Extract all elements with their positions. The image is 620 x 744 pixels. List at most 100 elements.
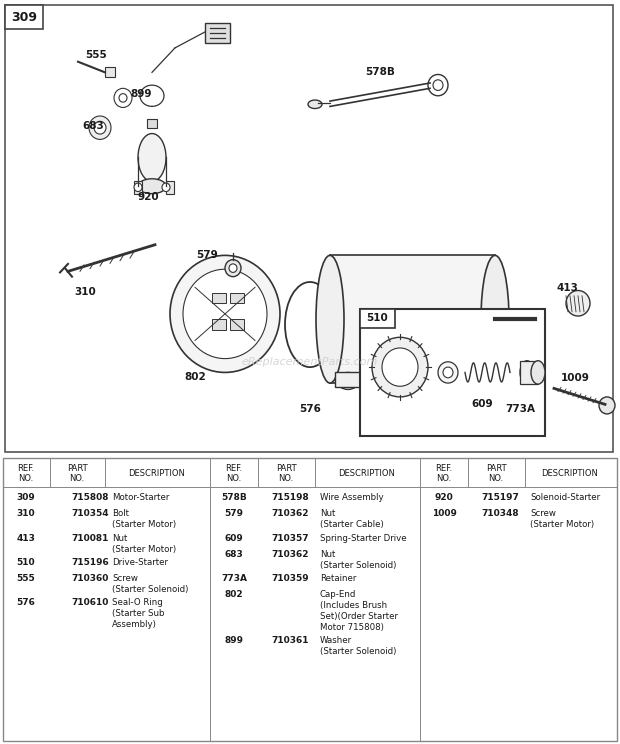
Text: 510: 510 [17, 557, 35, 567]
Ellipse shape [531, 361, 545, 384]
Text: 710348: 710348 [481, 510, 519, 519]
Text: 1009: 1009 [560, 373, 590, 383]
Circle shape [438, 362, 458, 383]
Text: 710359: 710359 [271, 574, 309, 583]
Text: Motor 715808): Motor 715808) [320, 623, 384, 632]
Text: 710360: 710360 [71, 574, 108, 583]
Text: Motor-Starter: Motor-Starter [112, 493, 169, 502]
Text: 802: 802 [224, 590, 243, 599]
Circle shape [599, 397, 615, 414]
Text: 715198: 715198 [271, 493, 309, 502]
Circle shape [170, 255, 280, 373]
Text: DESCRIPTION: DESCRIPTION [339, 469, 396, 478]
Text: REF.
NO.: REF. NO. [17, 464, 35, 483]
Bar [212, 319, 226, 330]
Text: 609: 609 [471, 399, 493, 409]
Text: REF.
NO.: REF. NO. [226, 464, 242, 483]
Text: PART
NO.: PART NO. [485, 464, 507, 483]
Text: Seal-O Ring: Seal-O Ring [112, 597, 162, 606]
Text: (Starter Solenoid): (Starter Solenoid) [112, 585, 188, 594]
Text: 710081: 710081 [71, 533, 108, 542]
Circle shape [114, 89, 132, 107]
Text: 899: 899 [224, 635, 244, 645]
Bar [360, 309, 545, 436]
Ellipse shape [467, 373, 489, 389]
Circle shape [566, 290, 590, 316]
Ellipse shape [308, 100, 322, 109]
Ellipse shape [138, 179, 166, 193]
Text: Spring-Starter Drive: Spring-Starter Drive [320, 533, 407, 542]
Ellipse shape [316, 255, 344, 383]
Circle shape [225, 260, 241, 277]
Text: (Includes Brush: (Includes Brush [320, 600, 387, 609]
Bar [520, 361, 538, 384]
Text: Retainer: Retainer [320, 574, 356, 583]
Circle shape [162, 183, 170, 191]
Text: Washer: Washer [320, 635, 352, 645]
Text: (Starter Motor): (Starter Motor) [112, 521, 176, 530]
Text: (Starter Solenoid): (Starter Solenoid) [320, 560, 396, 570]
Text: Set)(Order Starter: Set)(Order Starter [320, 612, 398, 620]
Text: 683: 683 [82, 121, 104, 130]
Circle shape [372, 337, 428, 397]
Text: REF.
NO.: REF. NO. [435, 464, 453, 483]
Text: Screw: Screw [112, 574, 138, 583]
Text: 710354: 710354 [71, 510, 109, 519]
Text: Bolt: Bolt [112, 510, 129, 519]
Bar [230, 319, 244, 330]
Ellipse shape [138, 133, 166, 182]
Text: (Starter Motor): (Starter Motor) [112, 545, 176, 554]
Text: 555: 555 [17, 574, 35, 583]
Text: 413: 413 [17, 533, 35, 542]
Text: Nut: Nut [320, 550, 335, 559]
Bar [134, 181, 142, 193]
Ellipse shape [481, 255, 509, 383]
Text: 715808: 715808 [71, 493, 108, 502]
Ellipse shape [520, 361, 534, 384]
Bar [147, 119, 157, 128]
Text: Drive-Starter: Drive-Starter [112, 557, 168, 567]
Text: 310: 310 [74, 287, 96, 298]
Text: Wire Assembly: Wire Assembly [320, 493, 384, 502]
Bar [105, 67, 115, 77]
Text: 899: 899 [130, 89, 151, 99]
Circle shape [119, 94, 127, 102]
Text: Solenoid-Starter: Solenoid-Starter [530, 493, 600, 502]
Circle shape [443, 367, 453, 378]
Text: 1009: 1009 [432, 510, 456, 519]
Text: 510: 510 [366, 313, 388, 323]
Bar [230, 292, 244, 304]
Text: Nut: Nut [112, 533, 127, 542]
Text: Cap-End: Cap-End [320, 590, 356, 599]
Ellipse shape [337, 373, 359, 389]
Text: 309: 309 [11, 10, 37, 24]
Text: PART
NO.: PART NO. [67, 464, 87, 483]
Text: 773A: 773A [221, 574, 247, 583]
Text: 802: 802 [184, 373, 206, 382]
Text: 578B: 578B [221, 493, 247, 502]
Text: 683: 683 [224, 550, 244, 559]
Bar [335, 373, 490, 388]
Circle shape [134, 183, 142, 191]
Text: 579: 579 [224, 510, 244, 519]
Circle shape [94, 121, 106, 134]
Text: (Starter Sub: (Starter Sub [112, 609, 164, 618]
Circle shape [229, 264, 237, 272]
Text: Screw: Screw [530, 510, 556, 519]
Text: 920: 920 [138, 192, 159, 202]
Text: 710362: 710362 [272, 550, 309, 559]
Text: (Starter Cable): (Starter Cable) [320, 521, 384, 530]
Text: 576: 576 [299, 404, 321, 414]
Circle shape [343, 376, 353, 386]
Text: 310: 310 [17, 510, 35, 519]
Text: Assembly): Assembly) [112, 620, 157, 629]
Text: (Starter Motor): (Starter Motor) [530, 521, 594, 530]
Bar [5, 5, 43, 29]
Text: 715196: 715196 [71, 557, 109, 567]
Text: 413: 413 [556, 283, 578, 292]
Text: 576: 576 [17, 597, 35, 606]
Text: 710362: 710362 [272, 510, 309, 519]
Bar [330, 255, 495, 383]
Text: 578B: 578B [365, 67, 395, 77]
Ellipse shape [285, 282, 335, 367]
